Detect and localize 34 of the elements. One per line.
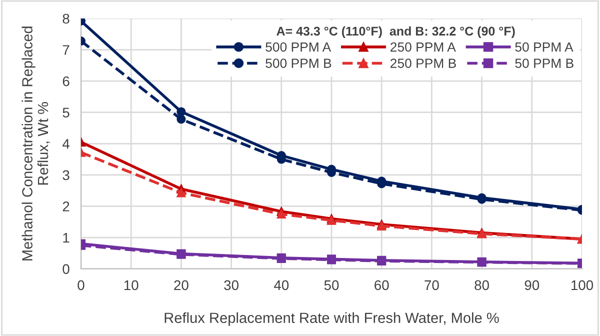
x-tick-label: 30 (224, 280, 238, 290)
y-tick-label: 5 (62, 108, 70, 118)
point (176, 107, 186, 116)
y-tick-label: 6 (62, 76, 70, 86)
x-tick-label: 70 (424, 280, 439, 290)
legend-label: 250 PPM B (390, 58, 456, 68)
y-tick-label: 2 (62, 202, 70, 212)
point (176, 114, 186, 124)
point (176, 188, 186, 198)
y-tick-label: 3 (62, 170, 70, 180)
x-tick-label: 60 (374, 280, 389, 290)
x-tick-label: 90 (524, 280, 540, 290)
x-tick-label: 100 (571, 280, 594, 290)
legend-label: 250 PPM A (390, 42, 456, 52)
y-tick-label: 7 (62, 45, 70, 55)
y-tick-label: 0 (62, 264, 70, 274)
x-tick-label: 0 (78, 280, 84, 290)
x-tick-label: 50 (324, 280, 339, 290)
legend-label: 500 PPM A (266, 42, 332, 52)
x-tick-label: 20 (174, 280, 188, 290)
point (326, 216, 336, 225)
legend-label: 50 PPM A (515, 42, 574, 52)
y-tick-label: 8 (62, 14, 70, 24)
x-tick-label: 80 (474, 280, 489, 290)
legend-title: A= 43.3 °C (110°F) and B: 32.2 °C (90 °F) (276, 26, 515, 38)
legend-label: 500 PPM B (266, 58, 332, 68)
y-axis-title: Methanol Concentration in Replaced Reflux, Wt % (22, 26, 50, 260)
legend-label: 50 PPM B (515, 58, 574, 68)
y-tick-label: 4 (62, 139, 70, 149)
x-tick-label: 40 (274, 280, 289, 290)
y-tick-label: 1 (63, 232, 70, 243)
point (276, 210, 286, 219)
x-tick-label: 10 (124, 280, 138, 290)
x-axis-title: Reflux Replacement Rate with Fresh Water, Mole % (164, 312, 499, 326)
